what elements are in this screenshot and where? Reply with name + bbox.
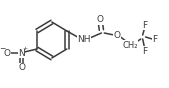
Text: O: O bbox=[4, 48, 11, 57]
Text: N: N bbox=[18, 48, 25, 57]
Text: O: O bbox=[113, 31, 120, 40]
Text: NH: NH bbox=[77, 34, 91, 43]
Text: F: F bbox=[142, 21, 147, 29]
Text: CH₂: CH₂ bbox=[123, 40, 138, 49]
Text: F: F bbox=[153, 34, 158, 43]
Text: O: O bbox=[18, 64, 25, 73]
Text: +: + bbox=[23, 46, 28, 51]
Text: O: O bbox=[97, 15, 104, 24]
Text: −: − bbox=[0, 45, 6, 54]
Text: F: F bbox=[142, 46, 147, 56]
